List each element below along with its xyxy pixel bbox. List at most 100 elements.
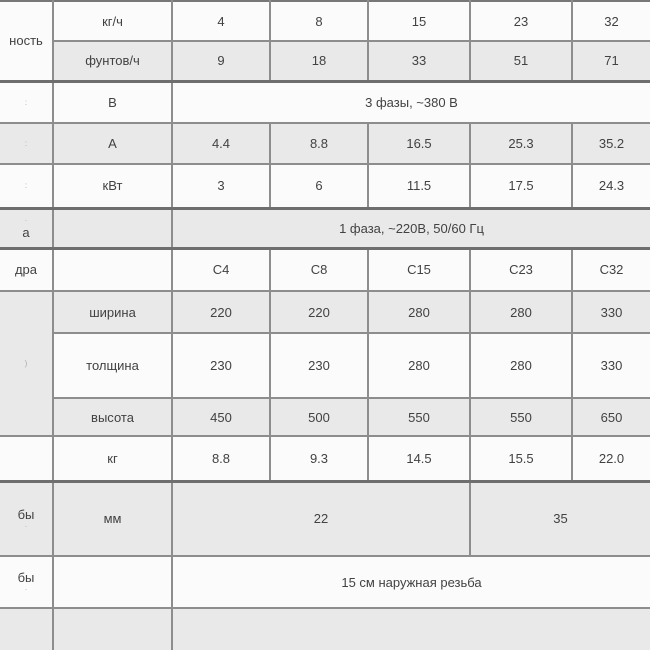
unit-cell: фунтов/ч: [53, 40, 173, 82]
value-cell: 15.5: [469, 435, 573, 482]
unit-cell: В: [52, 79, 173, 124]
row-label-fragment-empty: [0, 435, 54, 482]
row-label-fragment: ): [0, 290, 54, 437]
unit-cell: кВт: [52, 163, 173, 209]
unit-cell-empty: [52, 206, 173, 249]
unit-cell: мм: [52, 607, 173, 650]
value-cell: 280: [367, 290, 471, 334]
value-cell: 230: [269, 332, 369, 399]
table-row-weight: кг 8.8 9.3 14.5 15.5 22.0: [0, 435, 650, 482]
table-row-depth: толщина 230 230 280 280 330: [0, 332, 650, 399]
label-fragment-text: :: [24, 139, 28, 148]
value-cell: C15: [367, 246, 471, 292]
table-row-capacity-kg: ность кг/ч 4 8 15 23 32: [0, 0, 650, 82]
value-cell: 24.3: [571, 163, 650, 209]
value-cell: 280: [367, 332, 471, 399]
value-cell: 9: [171, 40, 271, 82]
span-cell-pipe-bottom: 32: [171, 607, 650, 650]
table-row-phase: · а 1 фаза, ~220В, 50/60 Гц: [0, 206, 650, 249]
value-cell: 23: [469, 0, 573, 42]
value-cell: 17.5: [469, 163, 573, 209]
table-row-height: высота 450 500 550 550 650: [0, 397, 650, 437]
value-cell: 550: [367, 397, 471, 437]
value-cell: 280: [469, 290, 573, 334]
label-fragment-text: :: [24, 181, 28, 191]
value-cell: 14.5: [367, 435, 471, 482]
row-label-fragment: :: [0, 163, 54, 209]
label-fragment-text: а: [22, 225, 30, 240]
value-cell: 18: [269, 40, 369, 82]
value-cell: 4: [171, 0, 271, 42]
value-cell: 22.0: [571, 435, 650, 482]
row-label-fragment: бы ·: [0, 555, 54, 609]
table-row-thread: бы · 15 см наружная резьба: [0, 555, 650, 609]
row-label-fragment: · а: [0, 206, 54, 249]
value-cell: 9.3: [269, 435, 369, 482]
value-cell: 51: [469, 40, 573, 82]
span-cell-pipe-right: 35: [469, 479, 650, 557]
label-fragment-mark: ·: [24, 216, 28, 225]
unit-cell: высота: [53, 397, 173, 437]
value-cell: 550: [469, 397, 573, 437]
span-cell-voltage: 3 фазы, ~380 В: [171, 79, 650, 124]
table-row-cylinder: дра C4 C8 C15 C23 C32: [0, 246, 650, 292]
label-fragment-text: ность: [9, 33, 43, 49]
value-cell: C23: [469, 246, 573, 292]
row-label-fragment-empty: [0, 607, 54, 650]
unit-cell: А: [52, 122, 173, 165]
value-cell: 330: [571, 332, 650, 399]
value-cell: 35.2: [571, 122, 650, 165]
value-cell: 220: [269, 290, 369, 334]
value-cell: 33: [367, 40, 471, 82]
row-label-fragment: :: [0, 79, 54, 124]
table-row-current: : А 4.4 8.8 16.5 25.3 35.2: [0, 122, 650, 165]
label-fragment-text: :: [24, 97, 28, 107]
label-fragment-text: дра: [14, 262, 38, 278]
unit-cell: мм: [52, 479, 173, 557]
value-cell: 4.4: [171, 122, 271, 165]
table-row-power: : кВт 3 6 11.5 17.5 24.3: [0, 163, 650, 209]
value-cell: C32: [571, 246, 650, 292]
value-cell: 450: [171, 397, 271, 437]
value-cell: 25.3: [469, 122, 573, 165]
row-label-fragment: :: [0, 122, 54, 165]
value-cell: 8.8: [269, 122, 369, 165]
span-cell-phase: 1 фаза, ~220В, 50/60 Гц: [171, 206, 650, 249]
value-cell: 32: [571, 0, 650, 42]
row-label-fragment: дра: [0, 246, 54, 292]
value-cell: 8: [269, 0, 369, 42]
span-cell-thread: 15 см наружная резьба: [171, 555, 650, 609]
label-fragment-mark: ·: [24, 521, 28, 531]
value-cell: 11.5: [367, 163, 471, 209]
value-cell: 330: [571, 290, 650, 334]
unit-cell: кг/ч: [52, 0, 173, 42]
label-fragment-text: бы: [17, 570, 35, 585]
table-row-capacity-lb: фунтов/ч 9 18 33 51 71: [0, 40, 650, 82]
value-cell: 650: [571, 397, 650, 437]
label-fragment-text: бы: [17, 506, 35, 522]
unit-cell-empty: [52, 555, 173, 609]
value-cell: 3: [171, 163, 271, 209]
table-row-voltage: : В 3 фазы, ~380 В: [0, 79, 650, 124]
span-cell-pipe-left: 22: [171, 479, 471, 557]
label-fragment-text: ): [24, 359, 28, 368]
value-cell: C4: [171, 246, 271, 292]
table-row-width: ) ширина 220 220 280 280 330: [0, 290, 650, 437]
table-row-pipe-diameter: бы · мм 22 35: [0, 479, 650, 557]
value-cell: 220: [171, 290, 271, 334]
value-cell: 15: [367, 0, 471, 42]
value-cell: C8: [269, 246, 369, 292]
unit-cell-empty: [52, 246, 173, 292]
value-cell: 6: [269, 163, 369, 209]
unit-cell: кг: [52, 435, 173, 482]
value-cell: 16.5: [367, 122, 471, 165]
unit-cell: ширина: [52, 290, 173, 334]
value-cell: 230: [171, 332, 271, 399]
value-cell: 280: [469, 332, 573, 399]
table-row-pipe-bottom: мм 32: [0, 607, 650, 650]
value-cell: 500: [269, 397, 369, 437]
value-cell: 71: [571, 40, 650, 82]
row-label-fragment: бы ·: [0, 479, 54, 557]
